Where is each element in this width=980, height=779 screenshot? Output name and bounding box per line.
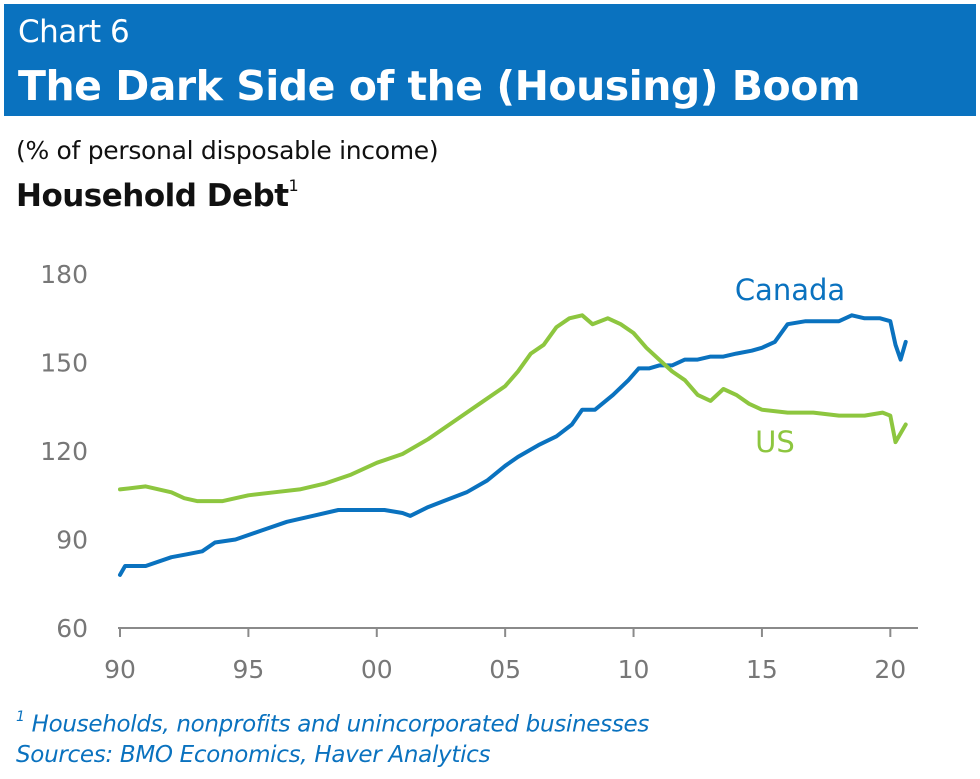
series-label-us: US: [755, 425, 795, 459]
x-tick-label: 10: [618, 655, 650, 684]
series-label-canada: Canada: [735, 273, 845, 307]
x-tick-label: 90: [104, 655, 136, 684]
y-tick-label: 90: [56, 526, 88, 555]
line-chart: 60 90 120 150 180 90 95 00 05 10 15 20 Canada US: [40, 260, 918, 684]
y-tick-label: 150: [40, 349, 88, 378]
series-line-us: [118, 313, 908, 504]
subtitle-text: Household Debt: [16, 178, 289, 214]
footnote-text: Households, nonprofits and unincorporate…: [31, 711, 650, 738]
subtitle-footnote-mark: 1: [288, 175, 299, 195]
chart-number-label: Chart 6: [18, 14, 130, 50]
footnote-definition: 1 Households, nonprofits and unincorpora…: [16, 704, 649, 740]
y-tick-label: 60: [56, 614, 88, 643]
chart-subtitle: Household Debt1: [16, 175, 299, 214]
x-tick-label: 20: [874, 655, 906, 684]
y-tick-label: 180: [40, 260, 88, 289]
x-tick-label: 15: [746, 655, 778, 684]
x-tick-label: 95: [232, 655, 264, 684]
units-label: (% of personal disposable income): [16, 136, 439, 165]
sources-line: Sources: BMO Economics, Haver Analytics: [16, 741, 491, 768]
footnote-mark: 1: [16, 709, 25, 725]
series-line-canada: [118, 313, 908, 577]
y-tick-label: 120: [40, 437, 88, 466]
chart-title: The Dark Side of the (Housing) Boom: [18, 62, 861, 110]
header-banner: Chart 6 The Dark Side of the (Housing) B…: [4, 4, 976, 116]
x-tick-label: 00: [361, 655, 393, 684]
x-tick-label: 05: [489, 655, 521, 684]
footnote: 1 Households, nonprofits and unincorpora…: [16, 704, 649, 770]
